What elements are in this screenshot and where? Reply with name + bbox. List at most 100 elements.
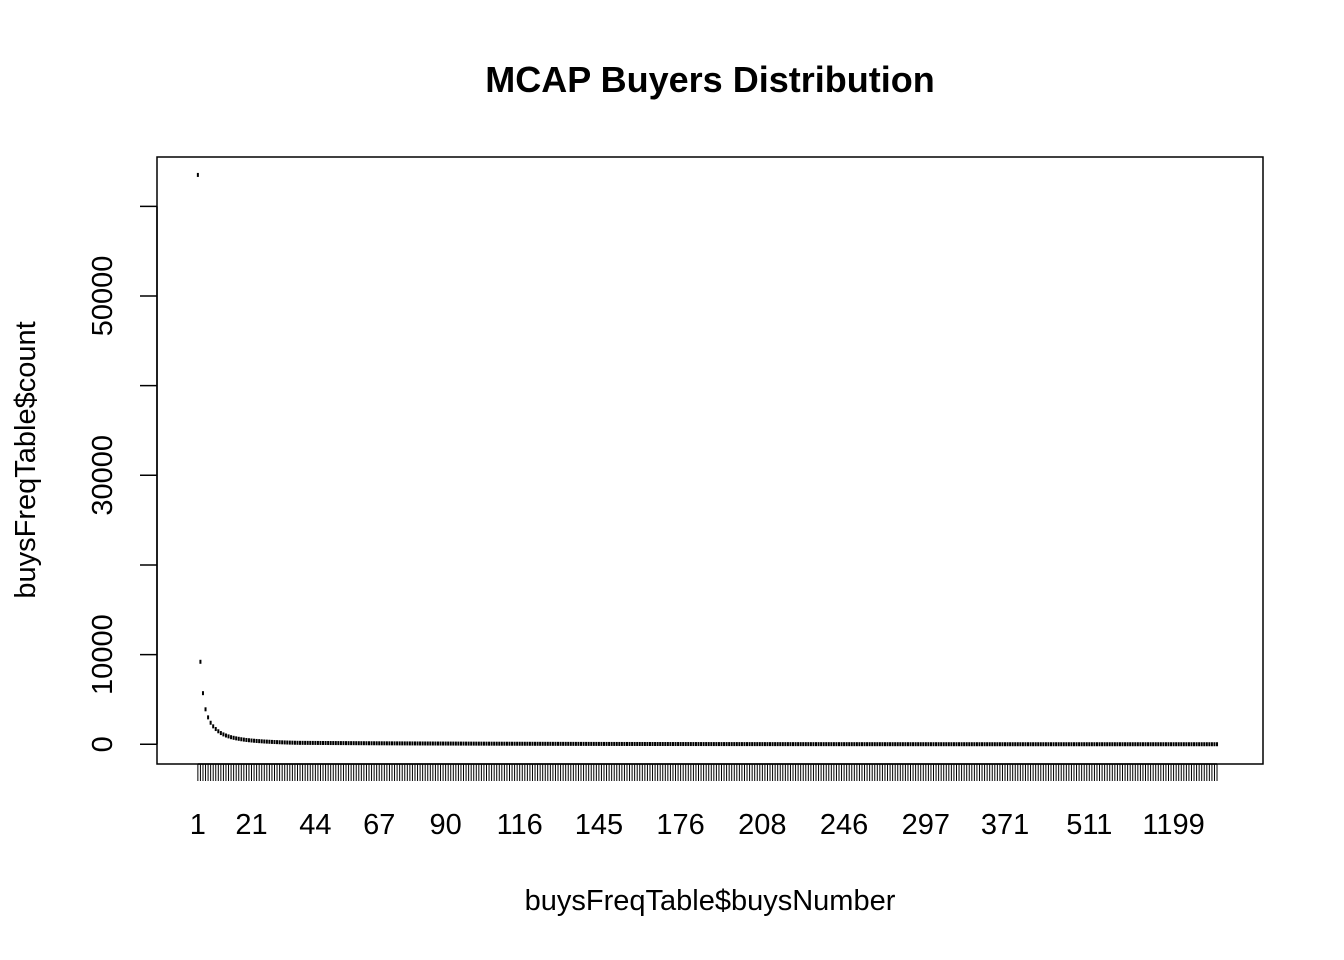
data-point	[505, 741, 508, 746]
data-point	[771, 742, 774, 747]
data-point	[1121, 742, 1124, 747]
data-point	[1011, 742, 1014, 747]
data-point	[393, 741, 396, 746]
data-point	[447, 741, 450, 746]
data-point	[258, 739, 261, 744]
data-point	[462, 741, 465, 746]
data-point	[1198, 742, 1201, 747]
data-point	[508, 741, 511, 746]
data-point	[965, 742, 968, 747]
y-tick-label: 0	[87, 736, 119, 752]
data-point	[769, 742, 772, 747]
data-point	[411, 741, 414, 746]
data-point	[866, 742, 869, 747]
data-point	[1203, 742, 1206, 747]
data-point	[523, 741, 526, 746]
data-point	[743, 742, 746, 747]
y-tick-label: 30000	[87, 435, 119, 516]
data-point	[431, 741, 434, 746]
x-tick-label: 116	[497, 809, 543, 841]
data-point	[355, 741, 358, 746]
data-point	[1001, 742, 1004, 747]
data-point	[536, 741, 539, 746]
data-point	[309, 740, 312, 745]
data-point	[199, 659, 202, 664]
data-point	[705, 742, 708, 747]
data-point	[815, 742, 818, 747]
data-point	[1067, 742, 1070, 747]
data-point	[871, 742, 874, 747]
data-point	[654, 742, 657, 747]
data-point	[1159, 742, 1162, 747]
data-point	[467, 741, 470, 746]
x-tick-label: 1	[190, 809, 206, 841]
data-point	[1126, 742, 1129, 747]
data-point	[227, 734, 230, 739]
data-point	[1075, 742, 1078, 747]
data-point	[457, 741, 460, 746]
data-point	[763, 742, 766, 747]
data-point	[569, 741, 572, 746]
data-point	[991, 742, 994, 747]
data-point	[786, 742, 789, 747]
data-point	[1039, 742, 1042, 747]
data-point	[602, 741, 605, 746]
data-point	[950, 742, 953, 747]
data-point	[835, 742, 838, 747]
data-point	[671, 742, 674, 747]
data-point	[332, 741, 335, 746]
data-point	[368, 741, 371, 746]
data-point	[779, 742, 782, 747]
data-point	[1065, 742, 1068, 747]
data-point	[661, 742, 664, 747]
data-point	[268, 739, 271, 744]
data-point	[373, 741, 376, 746]
data-point	[554, 741, 557, 746]
data-point	[408, 741, 411, 746]
data-point	[488, 741, 491, 746]
data-point	[646, 741, 649, 746]
data-point	[439, 741, 442, 746]
x-tick-label: 371	[981, 809, 1029, 841]
data-point	[1118, 742, 1121, 747]
x-tick-label: 511	[1066, 809, 1112, 841]
data-point	[518, 741, 521, 746]
data-point	[802, 742, 805, 747]
data-point	[792, 742, 795, 747]
data-point	[1062, 742, 1065, 747]
data-point	[526, 741, 529, 746]
data-point	[1147, 742, 1150, 747]
data-point	[1134, 742, 1137, 747]
data-point	[247, 738, 250, 743]
data-point	[878, 742, 881, 747]
data-point	[528, 741, 531, 746]
data-point	[582, 741, 585, 746]
x-tick-label: 176	[656, 809, 704, 841]
data-point	[697, 742, 700, 747]
data-point	[868, 742, 871, 747]
data-point	[209, 720, 212, 725]
data-point	[253, 738, 256, 743]
y-axis: 0 10000 30000 50000	[87, 205, 158, 752]
data-point	[339, 741, 342, 746]
data-point	[597, 741, 600, 746]
x-tick-label: 208	[738, 809, 786, 841]
data-point	[459, 741, 462, 746]
data-point	[1144, 742, 1147, 747]
data-point	[472, 741, 475, 746]
data-point	[873, 742, 876, 747]
data-point	[1080, 742, 1083, 747]
data-point	[983, 742, 986, 747]
data-point	[906, 742, 909, 747]
data-point	[648, 741, 651, 746]
data-point	[830, 742, 833, 747]
data-point	[304, 740, 307, 745]
data-point	[740, 742, 743, 747]
data-point	[664, 742, 667, 747]
data-point	[1208, 742, 1211, 747]
data-point	[385, 741, 388, 746]
data-point	[444, 741, 447, 746]
data-point	[1029, 742, 1032, 747]
data-point	[204, 707, 207, 712]
